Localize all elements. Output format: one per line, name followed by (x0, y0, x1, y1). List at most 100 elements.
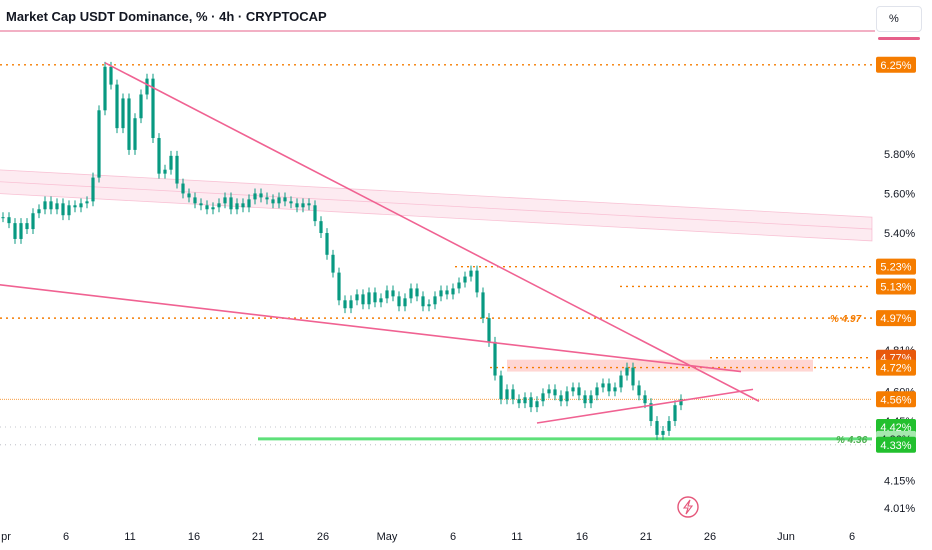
candle-body (37, 209, 41, 214)
price-tag-label: 6.25% (880, 60, 911, 72)
candle-body (289, 201, 293, 204)
price-tag (876, 391, 916, 408)
candle-body (499, 375, 503, 400)
chart-title: Market Cap USDT Dominance, % · 4h · CRYP… (6, 9, 327, 24)
price-tag (876, 359, 916, 376)
candle-body (325, 233, 329, 255)
candle-body (463, 276, 467, 283)
candle-body (145, 78, 149, 95)
candle-body (103, 66, 107, 111)
trendline (536, 388, 754, 424)
x-axis-tick-label: pr (1, 531, 11, 543)
candle-body (331, 254, 335, 273)
y-axis-tick-label: 4.15% (884, 475, 915, 487)
candle-body (493, 341, 497, 376)
x-axis-tick-label: 16 (576, 531, 588, 543)
candle-body (169, 155, 173, 170)
candle-body (97, 110, 101, 178)
candle-body (25, 223, 29, 230)
candle-body (277, 197, 281, 204)
candle-body (481, 292, 485, 319)
candle-body (19, 223, 23, 239)
price-tag (876, 278, 916, 295)
y-axis-tick-label: 4.01% (884, 503, 915, 515)
x-axis-tick-label: Jun (777, 531, 795, 543)
x-axis-tick-label: 6 (849, 531, 855, 543)
candle-body (535, 401, 539, 408)
candle-body (193, 197, 197, 204)
candle-body (439, 290, 443, 297)
candle-body (247, 199, 251, 208)
price-tag (876, 436, 916, 453)
candle-body (79, 203, 83, 208)
candle-body (235, 203, 239, 210)
trendline (104, 62, 760, 402)
supply-zone (507, 359, 813, 372)
candle-body (73, 205, 77, 208)
candle-body (673, 405, 677, 422)
candle-body (49, 201, 53, 210)
y-axis-tick-label: 5.60% (884, 188, 915, 200)
candle-body (343, 300, 347, 309)
x-axis-tick-label: 6 (63, 531, 69, 543)
candle-body (445, 290, 449, 295)
candle-body (391, 290, 395, 297)
candle-body (307, 203, 311, 206)
candle-body (667, 421, 671, 431)
unit-button-indicator (878, 37, 920, 40)
trendline (0, 284, 742, 373)
candle-body (427, 304, 431, 307)
candle-body (163, 169, 167, 174)
candle-body (253, 193, 257, 200)
candle-body (91, 177, 95, 202)
candle-body (31, 213, 35, 230)
candle-body (637, 385, 641, 396)
candle-body (631, 367, 635, 386)
candle-body (451, 288, 455, 295)
candle-body (505, 389, 509, 400)
candle-body (55, 203, 59, 210)
candle-body (175, 155, 179, 184)
candle-body (187, 193, 191, 198)
x-axis-tick-label: 21 (640, 531, 652, 543)
candle-body (43, 201, 47, 210)
candle-body (487, 318, 491, 342)
candle-body (211, 207, 215, 210)
candle-body (457, 282, 461, 289)
price-tag-label: 4.97% (880, 313, 911, 325)
candle-body (577, 387, 581, 396)
candle-body (265, 197, 269, 200)
candle-body (433, 296, 437, 305)
candle-body (649, 403, 653, 422)
candle-body (679, 399, 683, 406)
price-tag-label: 5.23% (880, 262, 911, 274)
candle-body (223, 197, 227, 204)
price-tag-label: 4.33% (880, 440, 911, 452)
candle-body (517, 399, 521, 404)
candle-body (319, 221, 323, 234)
candle-body (313, 205, 317, 222)
candle-body (1, 217, 5, 219)
candle-body (67, 205, 71, 216)
unit-toggle-button[interactable]: % (876, 6, 922, 32)
candle-body (199, 203, 203, 206)
price-tag-label: 4.56% (880, 394, 911, 406)
event-marker-icon[interactable] (677, 496, 699, 518)
candle-body (379, 298, 383, 303)
candle-body (601, 383, 605, 388)
candle-body (121, 98, 125, 129)
candle-body (127, 98, 131, 150)
candle-body (475, 270, 479, 293)
candle-body (115, 84, 119, 129)
candle-body (511, 389, 515, 400)
level-annotation: % 4.36 (836, 435, 868, 446)
candle-body (157, 138, 161, 174)
candle-body (217, 203, 221, 208)
level-annotation: % 4.97 (830, 314, 862, 325)
candle-body (295, 203, 299, 208)
candle-body (373, 292, 377, 303)
candle-body (415, 288, 419, 297)
candle-body (151, 78, 155, 139)
candle-body (523, 397, 527, 404)
